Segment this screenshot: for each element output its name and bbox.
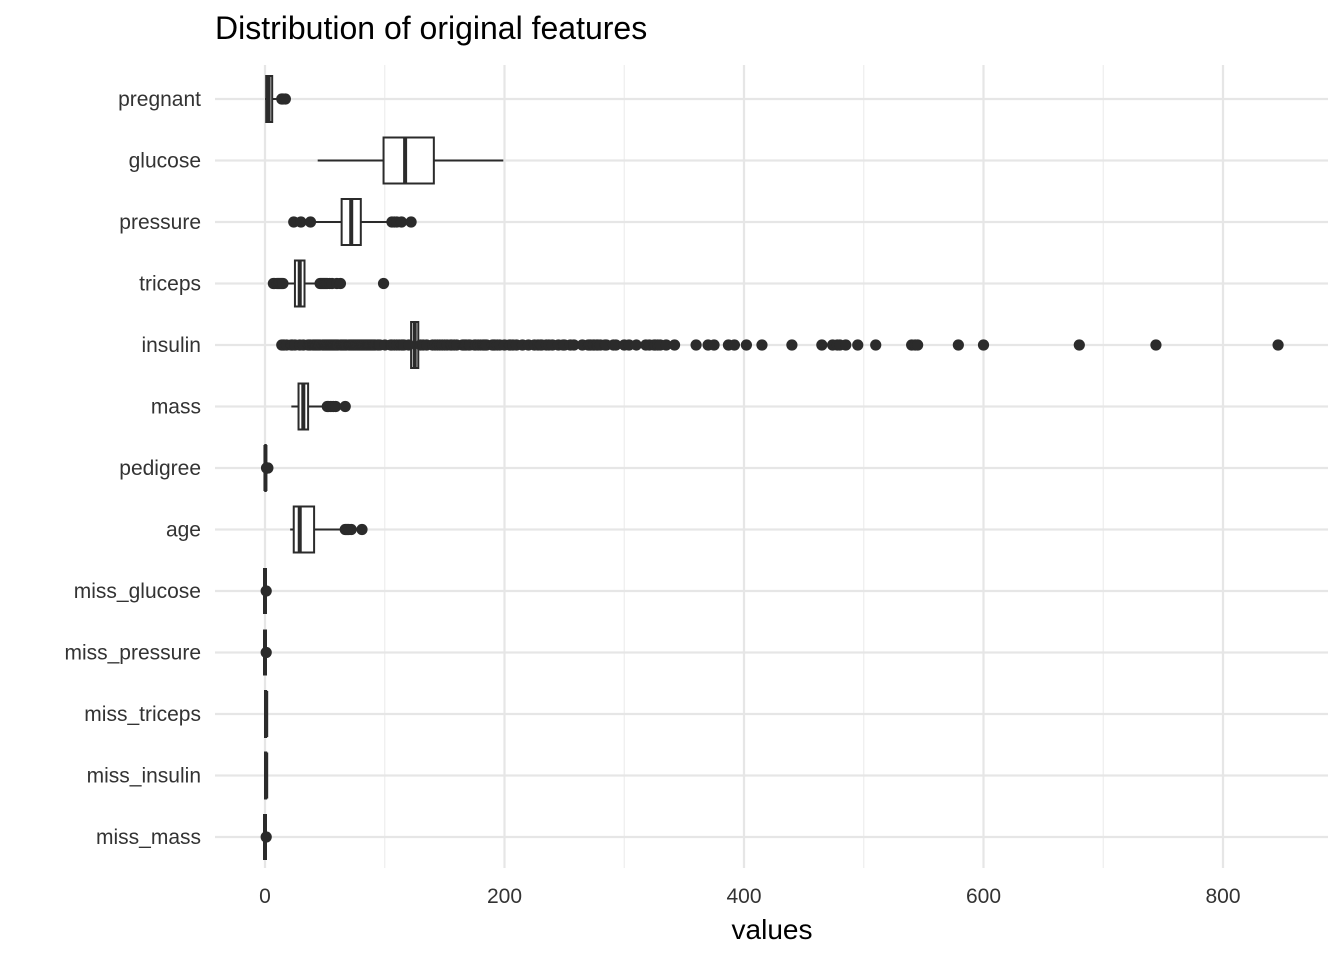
outlier-point: [295, 216, 307, 228]
x-tick-label: 600: [966, 885, 1001, 908]
box-age: [290, 505, 368, 554]
outlier-point: [708, 339, 720, 351]
x-axis-label: values: [732, 914, 813, 945]
outlier-point: [1150, 339, 1162, 351]
y-tick-label: miss_pressure: [64, 642, 201, 665]
y-tick-label: pregnant: [118, 88, 201, 111]
outlier-point: [395, 216, 408, 228]
box-pedigree: [260, 444, 274, 492]
outlier-point: [740, 339, 752, 351]
box-mass: [291, 382, 351, 431]
outlier-point: [345, 523, 357, 536]
x-tick-label: 400: [726, 885, 761, 908]
x-tick-label: 0: [259, 885, 271, 908]
outlier-point: [870, 339, 882, 351]
outlier-point: [356, 523, 368, 536]
outlier-point: [852, 339, 864, 351]
box-miss_mass: [260, 814, 272, 860]
outlier-point: [405, 216, 417, 228]
x-axis-ticks: 0 200 400 600 800: [259, 885, 1240, 908]
box-triceps: [267, 259, 390, 308]
outlier-point: [260, 585, 272, 597]
box-miss_glucose: [260, 568, 272, 614]
outlier-point: [840, 339, 852, 351]
box-iqr: [292, 505, 316, 554]
box-pressure: [288, 198, 417, 246]
outlier-point: [377, 277, 390, 290]
x-tick-label: 800: [1205, 885, 1240, 908]
outlier-point: [756, 339, 768, 351]
outlier-point: [330, 400, 342, 413]
y-tick-label: glucose: [129, 150, 201, 173]
box-iqr: [382, 136, 435, 185]
outlier-point: [339, 400, 351, 413]
y-tick-label: miss_triceps: [84, 703, 201, 726]
outlier-point: [568, 339, 580, 351]
outlier-point: [277, 277, 289, 290]
outlier-point: [1272, 339, 1284, 351]
grid-lines: [215, 65, 1328, 868]
outlier-point: [1073, 339, 1085, 351]
outlier-point: [690, 339, 702, 351]
box-pregnant: [265, 75, 291, 123]
outlier-point: [786, 339, 798, 351]
box-miss_pressure: [260, 629, 272, 676]
outlier-point: [912, 339, 924, 351]
outlier-point: [304, 216, 317, 228]
outlier-point: [977, 339, 990, 351]
y-tick-label: miss_glucose: [74, 580, 201, 603]
y-tick-label: mass: [151, 396, 201, 419]
outlier-point: [334, 277, 347, 290]
outlier-point: [262, 462, 274, 474]
y-tick-label: pedigree: [119, 457, 201, 480]
box-glucose: [317, 136, 504, 185]
outlier-point: [403, 339, 415, 351]
outlier-point: [610, 339, 622, 351]
outlier-point: [279, 93, 291, 105]
outlier-point: [630, 339, 642, 351]
outlier-point: [260, 646, 272, 659]
outlier-point: [660, 339, 672, 351]
y-tick-label: pressure: [119, 211, 201, 234]
y-tick-label: miss_mass: [96, 826, 201, 849]
box-miss_triceps: [264, 690, 269, 738]
x-tick-label: 200: [487, 885, 522, 908]
outlier-point: [728, 339, 741, 351]
y-tick-label: age: [166, 519, 201, 542]
y-tick-label: miss_insulin: [87, 765, 201, 788]
outlier-point: [260, 831, 272, 843]
box-insulin: [276, 321, 1284, 369]
y-axis-ticks: pregnant glucose pressure triceps insulin mas…: [64, 88, 201, 849]
outlier-point: [952, 339, 964, 351]
chart-title: Distribution of original features: [215, 10, 647, 46]
y-tick-label: insulin: [141, 334, 201, 357]
box-miss_insulin: [264, 751, 269, 800]
outlier-point: [668, 339, 681, 351]
y-tick-label: triceps: [139, 273, 201, 296]
outlier-point: [816, 339, 828, 351]
plot-area: [260, 75, 1284, 860]
